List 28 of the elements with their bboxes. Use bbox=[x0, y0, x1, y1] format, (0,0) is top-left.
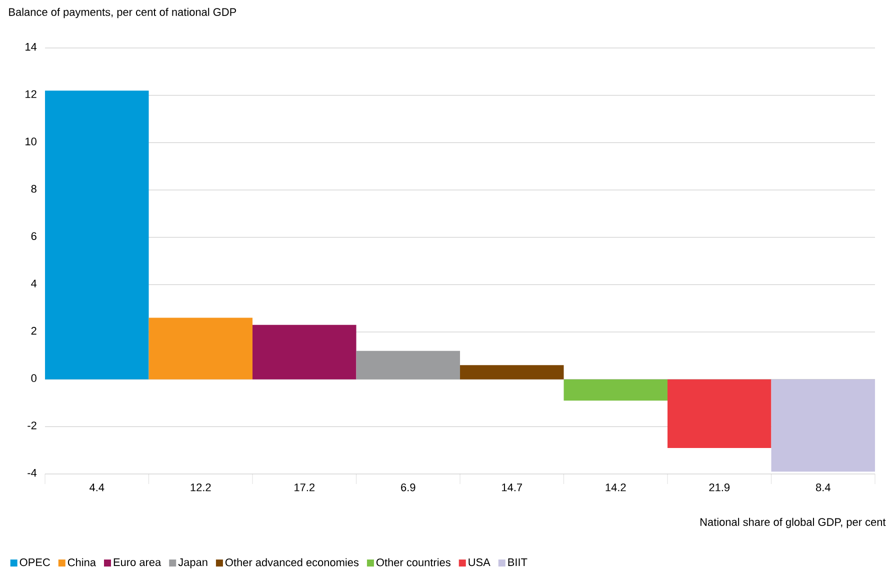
legend-label: Other countries bbox=[376, 558, 450, 566]
legend-label: BIIT bbox=[508, 558, 528, 566]
x-tick-label: 14.7 bbox=[502, 484, 522, 492]
y-tick-label: 10 bbox=[26, 138, 36, 146]
x-tick-label: 21.9 bbox=[709, 484, 730, 492]
legend-label: OPEC bbox=[20, 558, 50, 566]
legend-label: USA bbox=[468, 558, 490, 566]
y-tick-label: 8 bbox=[31, 184, 36, 193]
y-tick-label: 2 bbox=[31, 326, 36, 335]
y-tick-label: 4 bbox=[31, 280, 37, 288]
x-tick-label: 12.2 bbox=[190, 484, 211, 492]
y-tick-label: 0 bbox=[31, 374, 36, 382]
x-tick-label: 6.9 bbox=[401, 484, 416, 492]
legend-label: Japan bbox=[178, 558, 208, 568]
x-tick-label: 17.2 bbox=[294, 484, 314, 492]
x-tick-label: 4.4 bbox=[90, 484, 104, 492]
legend-label: China bbox=[68, 558, 96, 566]
y-tick-label: -2 bbox=[28, 422, 36, 430]
y-tick-label: -4 bbox=[28, 469, 37, 477]
legend-label: Euro area bbox=[114, 558, 162, 566]
x-axis-title: National share of global GDP, per cent bbox=[700, 518, 886, 528]
y-tick-label: 14 bbox=[26, 43, 37, 51]
x-tick-label: 8.4 bbox=[816, 484, 830, 492]
y-tick-label: 12 bbox=[26, 90, 36, 98]
y-tick-label: 6 bbox=[31, 232, 36, 240]
legend-label: Other advanced economies bbox=[225, 558, 359, 566]
y-axis-title: Balance of payments, per cent of national GDP bbox=[9, 8, 236, 18]
x-tick-label: 14.2 bbox=[606, 484, 626, 492]
